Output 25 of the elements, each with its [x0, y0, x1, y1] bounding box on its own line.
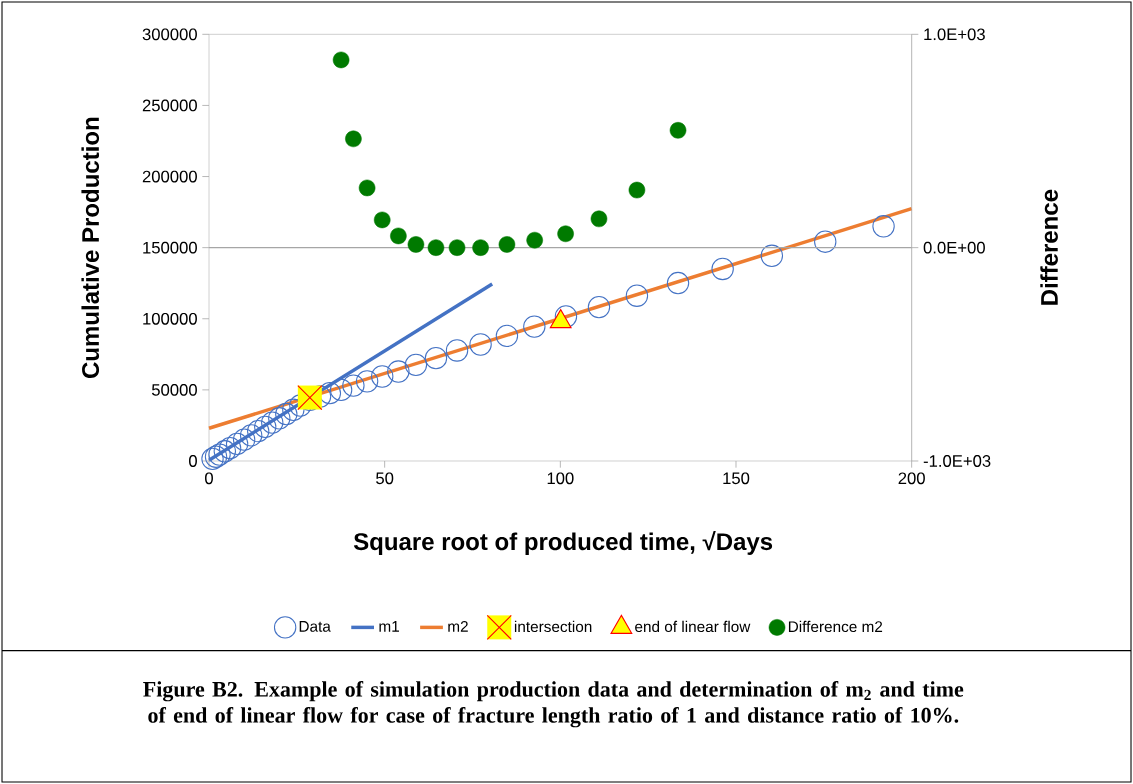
legend-label: m2 — [448, 621, 468, 632]
legend-label: intersection — [514, 620, 592, 633]
legend-label: Difference m2 — [788, 620, 883, 633]
legend-label: m1 — [379, 621, 399, 632]
x-tick-label: 50 — [376, 472, 394, 485]
caption: Figure B2. Example of simulation production data and determination of m$_{2}$ and time of end of linear flow for case of fracture length ratio of 1 and distance ratio of 10%. — [143, 681, 964, 728]
y-tick-label: 100000 — [143, 312, 197, 325]
y-tick-label: 50000 — [151, 383, 197, 396]
legend-label: Data — [299, 621, 331, 632]
y-tick-label: 300000 — [142, 28, 197, 41]
x-tick-label: 100 — [547, 472, 574, 485]
x-tick-label: 200 — [898, 472, 925, 485]
x-tick-label: 0 — [205, 472, 213, 485]
y-tick-label: 250000 — [142, 99, 197, 112]
x-axis-title: Square root of produced time, √Days — [353, 530, 773, 555]
y-axis-title: Cumulative Production — [81, 117, 100, 379]
y2-tick-label: 0.0E+00 — [923, 241, 985, 254]
legend-label: end of linear flow — [635, 620, 751, 633]
y2-axis-title: Difference — [1040, 189, 1058, 305]
y-tick-label: 150000 — [143, 241, 197, 254]
y-tick-label: 0 — [189, 455, 197, 467]
y-tick-label: 200000 — [142, 170, 197, 183]
y2-tick-label: 1.0E+03 — [924, 28, 985, 41]
y2-tick-label: -1.0E+03 — [923, 455, 991, 467]
x-tick-label: 150 — [723, 472, 750, 485]
